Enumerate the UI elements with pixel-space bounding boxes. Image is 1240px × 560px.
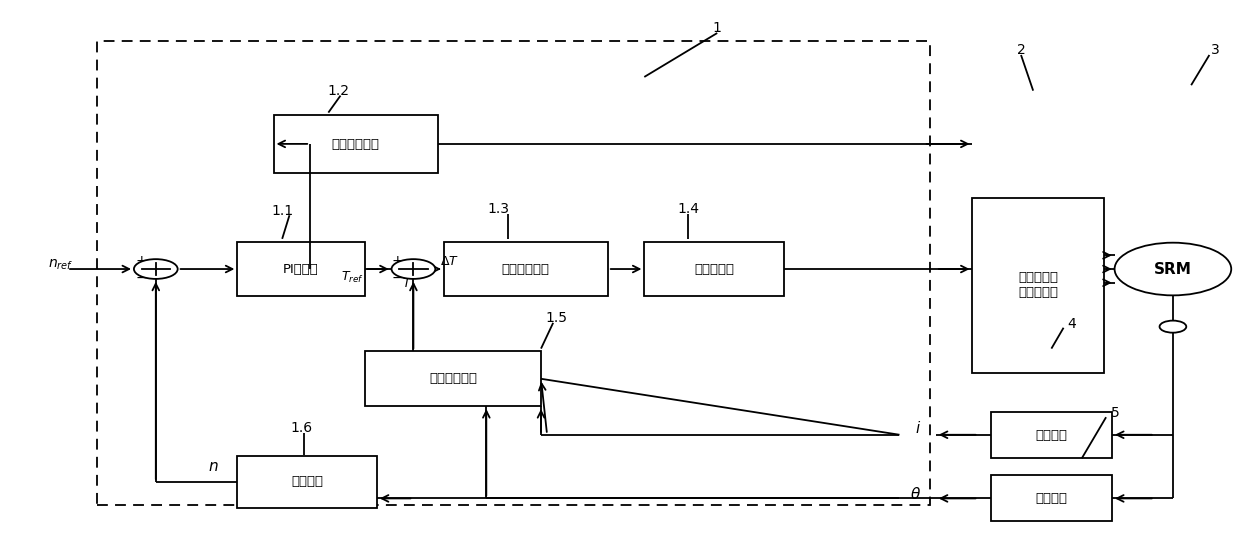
Text: 1: 1: [713, 21, 722, 35]
Text: 转速计算: 转速计算: [291, 475, 324, 488]
Circle shape: [1159, 321, 1187, 333]
Bar: [991, 475, 1112, 521]
Text: 4: 4: [1068, 317, 1076, 331]
Text: PI控制器: PI控制器: [283, 263, 319, 276]
Text: 1.4: 1.4: [677, 202, 699, 216]
Circle shape: [1115, 242, 1231, 295]
Text: 1.6: 1.6: [290, 421, 312, 435]
Text: 电压可调功
率变换电路: 电压可调功 率变换电路: [1018, 272, 1058, 300]
Bar: [237, 456, 377, 508]
Bar: [365, 351, 541, 406]
Bar: [972, 198, 1104, 374]
Bar: [991, 412, 1112, 458]
Text: 参考电压计算: 参考电压计算: [331, 138, 379, 151]
Text: 5: 5: [1111, 406, 1120, 420]
Bar: [237, 241, 365, 296]
Text: $n_{ref}$: $n_{ref}$: [48, 258, 73, 272]
Text: 转矩滞环控制: 转矩滞环控制: [502, 263, 549, 276]
Text: 瞬时转矩估计: 瞬时转矩估计: [429, 372, 477, 385]
Bar: [444, 241, 608, 296]
Text: $i$: $i$: [915, 420, 921, 436]
Text: 位置检测: 位置检测: [1035, 492, 1068, 505]
Text: −: −: [392, 271, 403, 285]
Text: $T$: $T$: [402, 277, 413, 290]
Text: 开关状态表: 开关状态表: [694, 263, 734, 276]
Text: $n$: $n$: [208, 459, 219, 474]
Bar: [645, 241, 784, 296]
Circle shape: [392, 259, 435, 279]
Text: $T_{ref}$: $T_{ref}$: [341, 270, 365, 285]
Bar: [274, 115, 438, 173]
Text: $\Delta T$: $\Delta T$: [440, 255, 459, 268]
Text: −: −: [135, 271, 148, 285]
Text: +: +: [392, 254, 403, 268]
Bar: [98, 41, 930, 505]
Text: 电流检测: 电流检测: [1035, 428, 1068, 441]
Circle shape: [134, 259, 177, 279]
Text: 1.2: 1.2: [327, 83, 350, 97]
Text: 1.1: 1.1: [272, 204, 293, 218]
Text: $\theta$: $\theta$: [910, 486, 921, 502]
Text: 1.5: 1.5: [546, 311, 568, 325]
Text: 1.3: 1.3: [487, 202, 510, 216]
Text: 3: 3: [1211, 43, 1220, 57]
Text: SRM: SRM: [1154, 262, 1192, 277]
Text: +: +: [135, 254, 148, 268]
Text: 2: 2: [1017, 43, 1025, 57]
